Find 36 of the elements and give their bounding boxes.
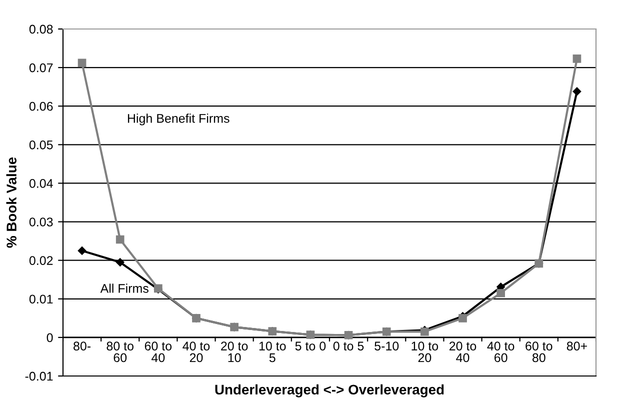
point: [116, 258, 124, 266]
point: [78, 246, 86, 255]
point: [572, 87, 582, 96]
x-axis-title: Underleveraged <-> Overleveraged: [215, 384, 444, 398]
y-tick-label: 0.02: [29, 256, 53, 265]
x-tick-label: 60 to 80: [526, 342, 552, 362]
x-tick-label: 40 to 60: [487, 342, 514, 362]
x-tick-label: 0 to 5: [333, 342, 364, 350]
x-tick-label: 60 to 40: [144, 342, 172, 362]
x-tick-label: 40 to 20: [182, 342, 210, 362]
x-tick-label: 5 to 0: [295, 342, 326, 350]
y-tick-label: 0.03: [29, 218, 53, 226]
x-tick-label: 80+: [566, 342, 587, 350]
point: [78, 58, 86, 68]
point: [458, 314, 467, 322]
x-tick-label: 20 to 40: [449, 342, 476, 362]
y-tick-label: 0: [46, 333, 53, 342]
text: High Benefit Firms: [128, 114, 230, 126]
y-tick-label: 0.05: [29, 140, 53, 150]
y-tick-label: 0.07: [29, 63, 53, 72]
series-label: All Firms: [100, 284, 148, 293]
y-tick-label: 0.01: [29, 294, 53, 304]
y-axis-title: % Book Value: [6, 157, 16, 248]
x-tick-label: 20 to 10: [221, 342, 248, 362]
y-tick-label: 0.04: [29, 179, 53, 188]
y-tick-label: 0.06: [29, 102, 53, 111]
x-tick-label: 10 to 5: [259, 342, 286, 362]
y-tick-label: -0.01: [25, 372, 53, 381]
point: [572, 54, 582, 63]
x-tick-label: 80 to 60: [106, 342, 134, 362]
x-tick-label: 5-10: [374, 342, 399, 350]
point: [496, 288, 505, 298]
x-tick-label: 10 to 20: [412, 342, 438, 362]
x-tick-label: 80-: [74, 342, 91, 350]
y-tick-label: 0.08: [29, 24, 53, 34]
point: [116, 235, 124, 244]
